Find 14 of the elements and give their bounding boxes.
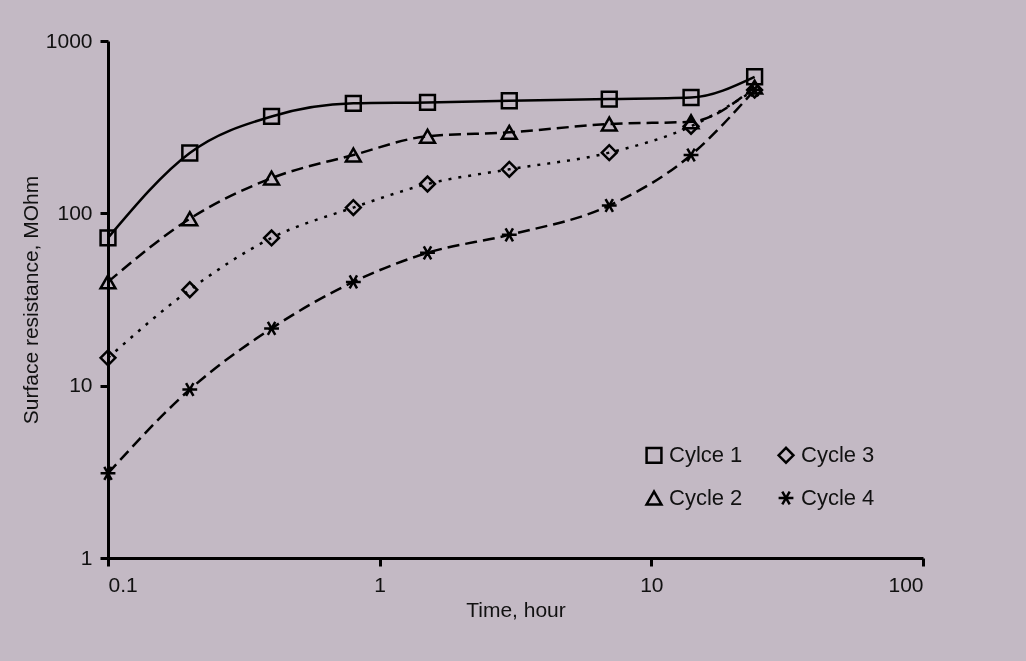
y-tick-label: 10 xyxy=(69,373,93,397)
y-tick-label: 1000 xyxy=(45,28,93,52)
legend-label: Cycle 3 xyxy=(801,442,875,468)
x-tick-label: 10 xyxy=(640,572,664,596)
x-tick-label: 1 xyxy=(374,572,387,596)
y-tick-label: 100 xyxy=(57,200,93,224)
legend-label: Cycle 4 xyxy=(801,485,875,510)
y-axis-title: Surface resistance, MOhm xyxy=(18,175,42,425)
legend-label: Cycle 2 xyxy=(669,485,743,510)
x-tick-label: 100 xyxy=(888,572,924,596)
y-tick-label: 1 xyxy=(80,545,93,569)
x-tick-label: 0.1 xyxy=(108,572,138,596)
x-axis-title: Time, hour xyxy=(466,597,566,621)
legend-label: Cylce 1 xyxy=(669,442,743,468)
